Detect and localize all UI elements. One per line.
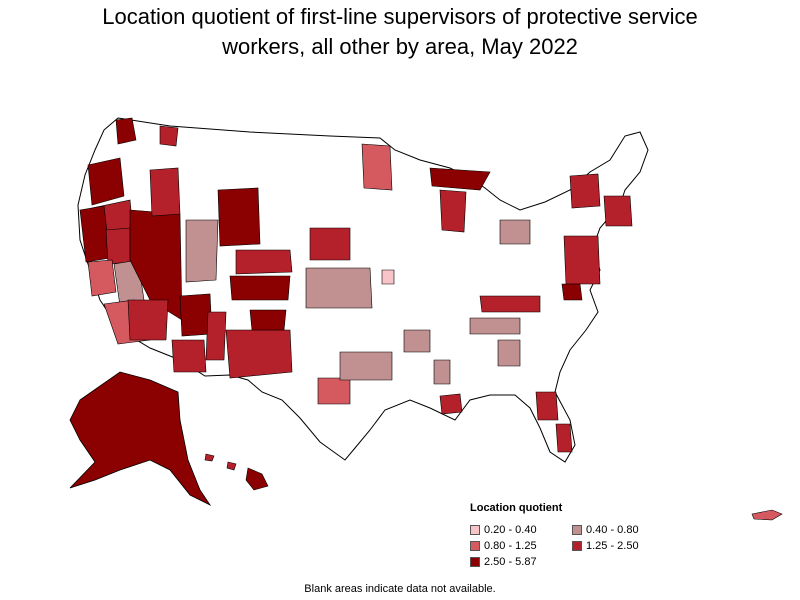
hawaii-oahu [204,453,215,462]
legend-item: 0.20 - 0.40 [470,523,572,536]
area-texas-central [339,351,393,381]
area-new-orleans [439,393,463,415]
hawaii-island [245,467,269,491]
alaska-outline [69,371,212,507]
hawaii-maui [226,461,237,471]
legend-item: 2.50 - 5.87 [470,555,572,568]
area-kansas-west [305,267,373,309]
area-phoenix [127,299,169,341]
area-new-mexico-north [249,309,287,331]
area-bay-area [87,259,117,297]
legend-label: 0.80 - 1.25 [484,539,537,552]
area-dc [561,283,583,301]
area-sacramento [105,227,131,265]
legend-label: 1.25 - 2.50 [586,539,639,552]
area-michigan [439,189,467,233]
shaded-areas [79,117,633,453]
area-colorado-south [229,275,291,301]
area-georgia [497,339,521,367]
area-texas-west [317,377,351,405]
area-portland [87,157,125,206]
area-mid-atlantic [563,235,601,285]
area-nebraska [309,227,351,261]
area-new-york [569,173,601,209]
legend-swatch [470,540,480,551]
legend-title: Location quotient [470,502,563,514]
area-florida-south [555,423,573,453]
area-arizona-east [205,311,227,361]
legend-grid: 0.20 - 0.40 0.40 - 0.80 0.80 - 1.25 1.25 - … [470,523,690,568]
legend: Location quotient 0.20 - 0.40 0.40 - 0.80… [470,502,690,568]
area-tennessee [469,317,521,335]
area-colorado-north [235,249,293,275]
area-upper-michigan [429,167,491,191]
legend-label: 0.20 - 0.40 [484,523,537,536]
map-title: Location quotient of first-line supervis… [0,2,800,62]
area-spokane [159,125,179,147]
area-utah [185,219,219,283]
legend-swatch [572,540,582,551]
legend-label: 2.50 - 5.87 [484,555,537,568]
area-kentucky [479,295,541,313]
area-florida-tampa [535,391,559,421]
title-line-1: Location quotient of first-line supervis… [102,4,698,29]
legend-item: 0.40 - 0.80 [572,523,682,536]
puerto-rico [751,509,783,521]
legend-item: 1.25 - 2.50 [572,539,682,552]
area-ohio [499,219,531,245]
legend-item: 0.80 - 1.25 [470,539,572,552]
area-kansas-small [381,269,395,285]
title-line-2: workers, all other by area, May 2022 [222,34,578,59]
area-new-mexico [225,329,293,379]
legend-swatch [470,556,480,567]
legend-label: 0.40 - 0.80 [586,523,639,536]
area-idaho-boise [149,167,181,217]
area-arkansas [403,329,431,353]
area-mississippi [433,359,451,385]
area-seattle [115,117,137,145]
area-tucson [171,339,207,373]
footnote: Blank areas indicate data not available. [304,583,496,595]
legend-swatch [470,524,480,535]
area-wyoming [217,187,261,247]
legend-swatch [572,524,582,535]
area-minnesota [361,143,393,191]
area-new-england [603,195,633,227]
